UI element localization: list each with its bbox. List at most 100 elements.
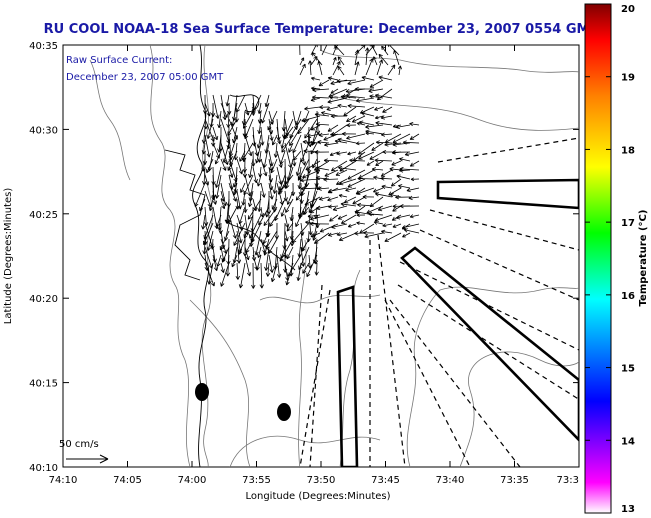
current-vector <box>218 222 223 234</box>
current-vector <box>285 198 294 213</box>
current-vector <box>393 49 400 66</box>
current-vector <box>406 187 420 193</box>
current-vector <box>332 205 348 212</box>
colorbar-tick-label: 19 <box>621 73 635 84</box>
current-vector <box>258 206 270 226</box>
current-vector <box>392 223 402 228</box>
current-vector <box>314 112 330 117</box>
current-vector <box>351 115 366 123</box>
scale-label: 50 cm/s <box>59 439 99 450</box>
current-vector <box>265 230 278 250</box>
current-vector <box>238 206 246 225</box>
current-vector <box>363 230 375 236</box>
current-vector <box>380 132 393 137</box>
current-vector <box>368 211 384 217</box>
current-vector <box>340 202 357 207</box>
current-vector <box>339 178 357 186</box>
current-vector <box>409 214 420 219</box>
current-vector <box>243 110 254 129</box>
colorbar-tick-label: 15 <box>621 364 635 375</box>
current-vector <box>220 102 228 118</box>
current-vector <box>236 94 246 113</box>
current-vector <box>255 254 262 271</box>
current-vector <box>228 166 234 178</box>
current-vector <box>375 160 384 166</box>
current-vector <box>318 132 330 138</box>
scale-arrow <box>66 454 109 464</box>
current-vector <box>217 110 222 129</box>
current-vector <box>257 246 262 258</box>
current-vector <box>262 230 270 245</box>
current-vector <box>317 186 330 191</box>
current-vector <box>289 118 302 139</box>
current-vector <box>354 45 366 56</box>
current-vector <box>336 78 357 84</box>
current-vector <box>371 167 384 172</box>
current-vector <box>242 142 254 161</box>
current-vector <box>362 194 375 199</box>
current-vector <box>262 142 270 168</box>
current-vector <box>315 122 330 127</box>
current-vector <box>300 178 321 183</box>
current-vector <box>284 230 289 242</box>
current-vector <box>410 177 420 182</box>
current-vector <box>297 118 310 135</box>
current-vector <box>276 126 282 145</box>
current-vector <box>220 190 225 202</box>
current-vector <box>208 198 214 212</box>
current-vector <box>374 106 384 111</box>
current-vector <box>302 262 310 274</box>
current-vector <box>301 115 321 123</box>
current-vector <box>271 134 278 146</box>
current-vector <box>356 187 375 195</box>
current-vector <box>285 262 294 286</box>
current-vector <box>355 141 366 146</box>
current-vector <box>329 151 339 156</box>
current-vector <box>371 142 384 151</box>
current-vector <box>286 222 294 232</box>
current-vector <box>276 150 283 168</box>
current-vector <box>354 61 360 76</box>
current-vector <box>264 198 270 218</box>
current-vector <box>327 124 339 132</box>
current-vector <box>365 129 384 135</box>
current-vector <box>247 198 262 220</box>
x-tick-label: 73:50 <box>307 475 336 486</box>
current-vector <box>288 142 294 153</box>
colorbar-tick-label: 17 <box>621 218 635 229</box>
current-vector <box>256 174 262 187</box>
current-vector <box>212 254 219 272</box>
current-vector <box>261 102 270 124</box>
current-vector <box>316 205 330 211</box>
current-vector <box>252 94 262 114</box>
current-vector <box>359 223 375 234</box>
current-vector <box>212 126 219 141</box>
current-vector <box>204 174 210 186</box>
current-vector <box>316 166 330 171</box>
current-vector <box>276 166 283 185</box>
current-vector <box>340 214 357 224</box>
current-vector <box>271 198 278 210</box>
current-vector <box>304 106 321 111</box>
current-vector <box>384 133 402 143</box>
current-vector <box>215 214 222 227</box>
current-vector <box>347 103 366 109</box>
current-vector <box>203 222 214 246</box>
current-vector <box>319 105 330 110</box>
x-tick-label: 74:05 <box>113 475 142 486</box>
current-vector <box>252 166 258 184</box>
current-vector <box>349 158 366 163</box>
current-vector <box>346 123 357 128</box>
current-vector <box>347 151 357 156</box>
colorbar-gradient <box>584 3 612 514</box>
current-vector <box>252 134 259 157</box>
current-vector <box>409 160 420 167</box>
current-vector <box>254 230 262 256</box>
current-vector <box>215 174 222 199</box>
current-vector <box>235 262 240 280</box>
surface-current-vectors <box>194 45 420 289</box>
current-vector <box>336 232 348 237</box>
current-vector <box>361 75 375 81</box>
current-vector <box>300 142 310 163</box>
current-vector <box>243 174 254 196</box>
